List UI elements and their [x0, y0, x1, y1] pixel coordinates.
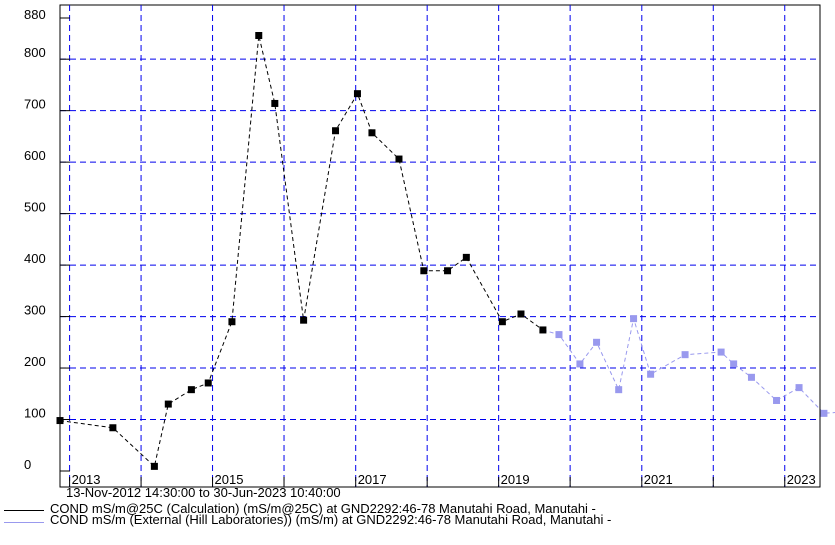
data-point-series-1	[717, 348, 725, 356]
data-point-series-1	[630, 315, 638, 323]
x-tick-label: 2017	[358, 472, 387, 487]
data-point-series-0	[164, 400, 172, 408]
legend-swatch-calculation	[4, 510, 44, 511]
data-point-series-0	[150, 462, 158, 470]
data-point-series-1	[576, 360, 584, 368]
data-point-series-0	[539, 326, 547, 334]
data-point-series-1	[593, 338, 601, 346]
y-tick-label: 880	[24, 7, 46, 22]
data-point-series-1	[773, 396, 781, 404]
data-point-series-0	[271, 99, 279, 107]
data-point-series-0	[109, 424, 117, 432]
data-point-series-0	[204, 379, 212, 387]
x-tick-label: 2021	[644, 472, 673, 487]
data-point-series-1	[820, 409, 828, 417]
data-point-series-1	[615, 386, 623, 394]
plot-area	[59, 4, 821, 488]
data-point-series-1	[730, 360, 738, 368]
y-tick-label: 800	[24, 45, 46, 60]
y-tick-label: 300	[24, 303, 46, 318]
series-points	[56, 32, 828, 470]
data-point-series-0	[517, 310, 525, 318]
x-tick-label: 2013	[72, 472, 101, 487]
data-point-series-0	[498, 318, 506, 326]
legend-label-calculation: COND mS/m@25C (Calculation) (mS/m@25C) a…	[50, 501, 596, 516]
data-point-series-0	[444, 267, 452, 275]
y-tick-label: 400	[24, 251, 46, 266]
x-tick-label: 2019	[501, 472, 530, 487]
data-point-series-0	[255, 32, 263, 40]
grid	[60, 5, 820, 487]
data-point-series-1	[747, 373, 755, 381]
data-point-series-0	[353, 90, 361, 98]
data-point-series-0	[228, 318, 236, 326]
legend-swatch-external	[4, 522, 44, 523]
data-point-series-0	[300, 316, 308, 324]
x-tick-label: 2023	[787, 472, 816, 487]
data-point-series-0	[368, 129, 376, 137]
y-tick-label: 600	[24, 148, 46, 163]
data-point-series-0	[395, 155, 403, 163]
data-point-series-1	[795, 384, 803, 392]
data-point-series-1	[647, 370, 655, 378]
x-axis-ticks: 2013 2015 2017 2019 2021 2023	[69, 472, 816, 487]
x-tick-label: 2015	[215, 472, 244, 487]
data-point-series-0	[187, 386, 195, 394]
date-range-label: 13-Nov-2012 14:30:00 to 30-Jun-2023 10:4…	[66, 485, 341, 500]
data-point-series-1	[555, 331, 563, 339]
y-tick-label: 200	[24, 354, 46, 369]
legend-label-external: COND mS/m (External (Hill Laboratories))…	[50, 512, 612, 527]
y-axis-ticks: 0 100 200 300 400 500 600 700 800 880	[24, 7, 70, 472]
data-point-series-0	[420, 267, 428, 275]
data-point-series-1	[681, 351, 689, 359]
y-tick-label: 0	[24, 457, 31, 472]
series-line-1	[542, 318, 835, 414]
data-point-series-0	[332, 127, 340, 135]
data-point-series-0	[56, 417, 64, 425]
y-tick-label: 100	[24, 406, 46, 421]
data-point-series-0	[462, 253, 470, 261]
y-tick-label: 500	[24, 200, 46, 215]
y-tick-label: 700	[24, 97, 46, 112]
